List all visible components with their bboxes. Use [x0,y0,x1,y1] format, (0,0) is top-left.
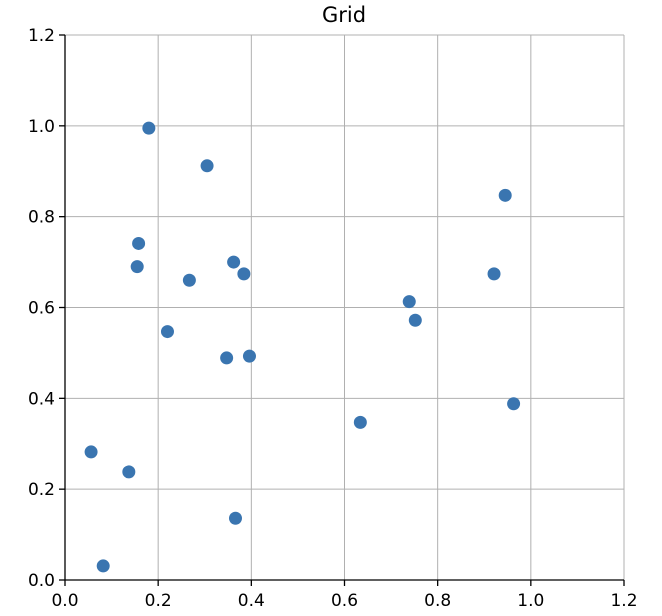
scatter-point [130,260,144,274]
data-points [84,121,521,573]
scatter-point [220,351,234,365]
x-tick-label: 0.6 [331,591,358,611]
tick-labels: 0.0 0.2 0.4 0.6 0.8 1.0 1.2 0.0 0.2 0.4 0.6 0.8 1.0 1… [28,26,638,611]
scatter-point [228,511,242,525]
axes [59,34,625,586]
scatter-point [353,415,367,429]
scatter-point [160,325,174,339]
y-tick-label: 0.4 [28,389,55,409]
scatter-point [142,121,156,135]
scatter-point [242,349,256,363]
x-tick-label: 1.2 [610,591,637,611]
scatter-point [487,267,501,281]
scatter-point [122,465,136,479]
x-tick-label: 0.4 [238,591,265,611]
y-tick-label: 1.2 [28,26,55,46]
scatter-point [402,295,416,309]
scatter-point [200,159,214,173]
scatter-point [408,313,422,327]
scatter-point [227,255,241,269]
x-tick-label: 0.8 [424,591,451,611]
y-tick-label: 0.2 [28,480,55,500]
scatter-point [96,559,110,573]
y-tick-label: 1.0 [28,117,55,137]
x-tick-label: 1.0 [517,591,544,611]
y-tick-label: 0.0 [28,571,55,591]
grid-lines [64,34,625,581]
scatter-point [498,188,512,202]
y-tick-label: 0.8 [28,208,55,228]
scatter-point [132,236,146,250]
scatter-point [507,397,521,411]
scatter-point [182,273,196,287]
y-tick-label: 0.6 [28,299,55,319]
scatter-point [84,445,98,459]
chart-title: Grid [322,3,366,27]
scatter-point [237,267,251,281]
x-tick-label: 0.0 [51,591,78,611]
x-tick-label: 0.2 [145,591,172,611]
